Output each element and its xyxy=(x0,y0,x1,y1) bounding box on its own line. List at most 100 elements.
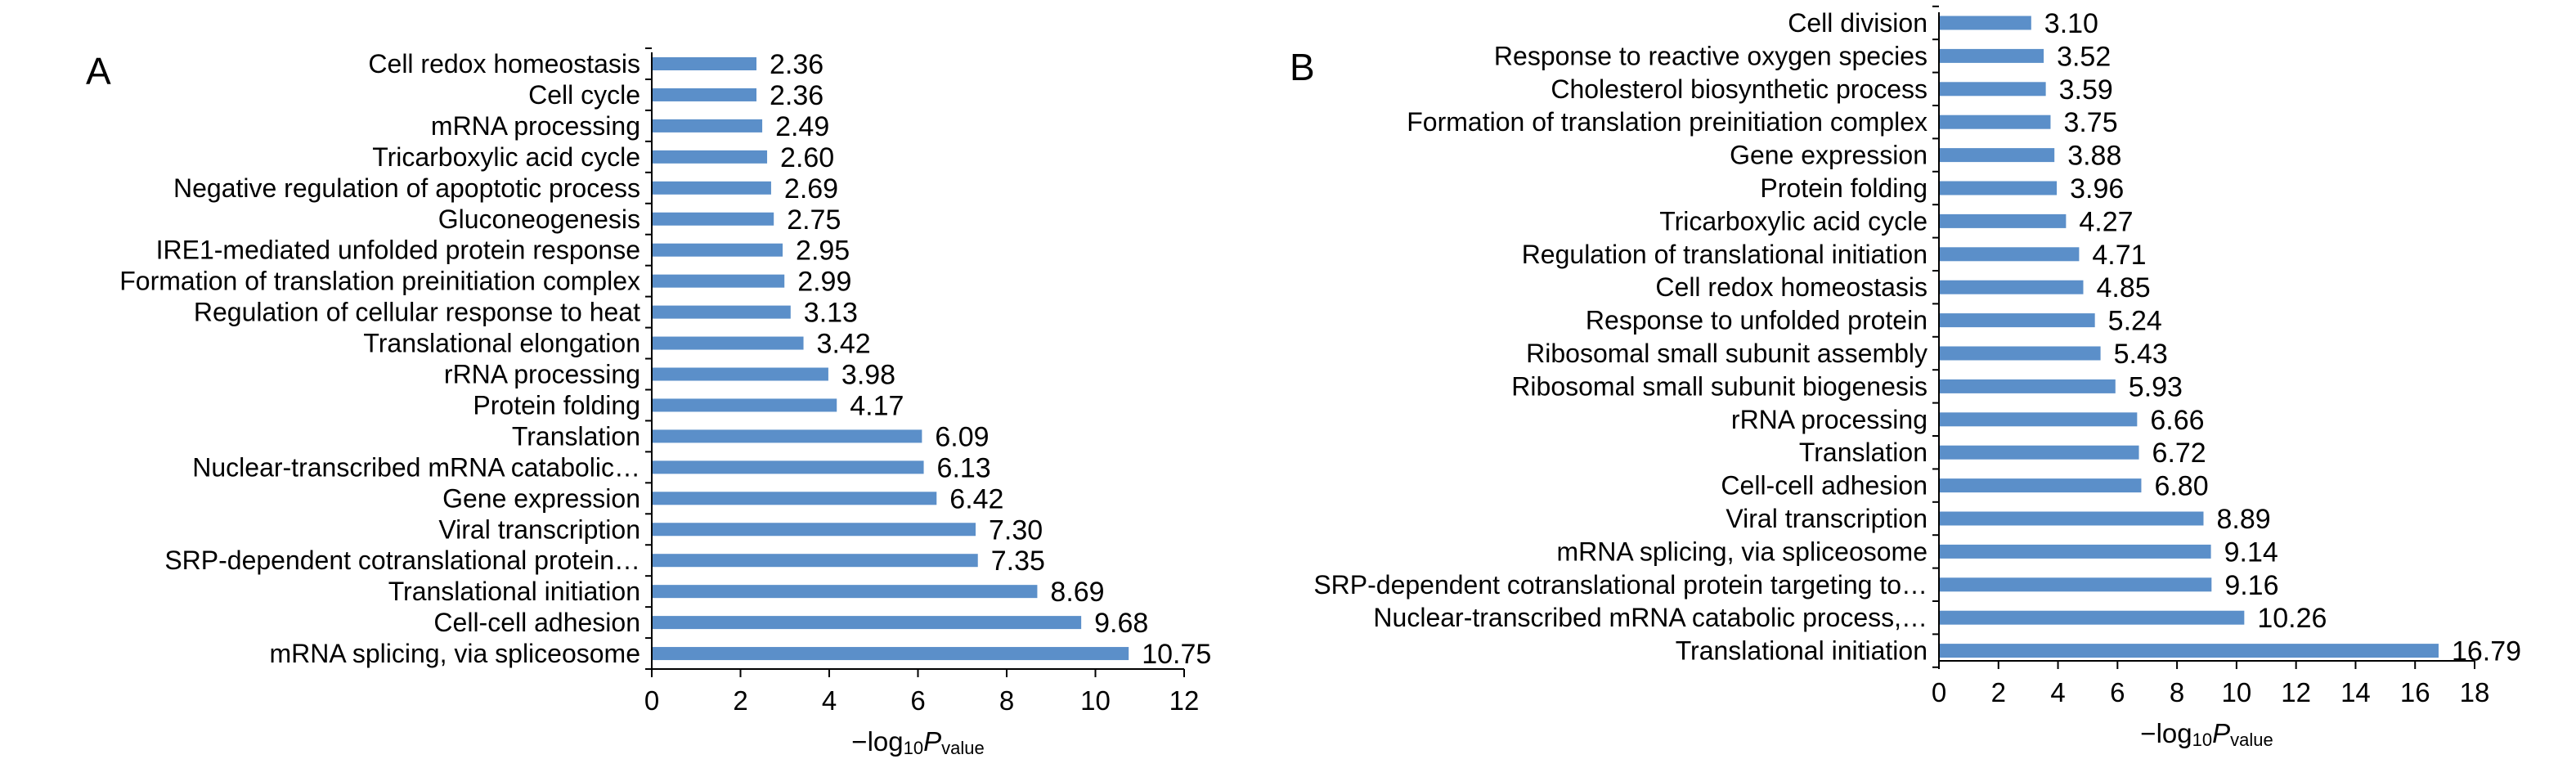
value-label: 2.75 xyxy=(787,204,841,236)
value-label: 3.88 xyxy=(2067,141,2121,172)
category-label: Regulation of translational initiation xyxy=(1522,240,1928,269)
x-tick-label: 14 xyxy=(2340,677,2371,707)
bar-b-6 xyxy=(1939,213,2067,228)
bar-b-18 xyxy=(1939,610,2245,625)
x-tick-label: 8 xyxy=(999,685,1014,716)
x-axis-title-part: 10 xyxy=(2192,730,2212,750)
chart-panel-b: B Cell division 3.10 Response to reactive … xyxy=(1290,5,2521,750)
bar-a-13 xyxy=(652,460,924,474)
bar-b-0 xyxy=(1939,16,2031,30)
bar-b-4 xyxy=(1939,148,2055,163)
value-label: 8.89 xyxy=(2216,504,2270,535)
x-tick-label: 6 xyxy=(910,685,925,716)
bar-b-16 xyxy=(1939,544,2211,559)
bar-b-12 xyxy=(1939,412,2138,427)
category-label: Regulation of cellular response to heat xyxy=(194,298,640,327)
category-label: Translational elongation xyxy=(363,329,640,358)
category-label: Protein folding xyxy=(473,390,640,420)
x-tick-label: 2 xyxy=(1991,677,2006,707)
category-label: Cell redox homeostasis xyxy=(1655,272,1928,302)
category-label: rRNA processing xyxy=(444,360,640,389)
category-label: Cell cycle xyxy=(528,80,640,110)
value-label: 10.26 xyxy=(2257,603,2327,634)
bar-b-19 xyxy=(1939,644,2439,658)
category-label: Formation of translation preinitiation c… xyxy=(1407,107,1928,137)
bar-a-11 xyxy=(652,398,837,412)
bar-a-4 xyxy=(652,181,771,195)
x-tick-label: 10 xyxy=(1080,685,1111,716)
bar-a-17 xyxy=(652,585,1038,599)
bar-b-15 xyxy=(1939,511,2204,526)
value-label: 3.10 xyxy=(2044,8,2098,39)
bar-b-7 xyxy=(1939,247,2080,262)
category-label: Nuclear-transcribed mRNA catabolic proce… xyxy=(1373,603,1928,632)
value-label: 2.95 xyxy=(796,236,850,267)
bar-a-18 xyxy=(652,616,1082,630)
value-label: 3.59 xyxy=(2059,74,2113,106)
category-label: Translation xyxy=(512,421,640,451)
x-tick-label: 18 xyxy=(2460,677,2490,707)
category-label: Cell division xyxy=(1788,8,1928,38)
category-label: Viral transcription xyxy=(438,514,640,544)
category-label: Cell-cell adhesion xyxy=(1721,471,1928,501)
x-axis-title: −log10Pvalue xyxy=(2140,718,2273,750)
category-label: Translational initiation xyxy=(388,577,640,606)
value-label: 16.79 xyxy=(2452,636,2521,667)
bar-a-7 xyxy=(652,274,785,288)
x-axis-title-part: P xyxy=(923,726,941,757)
value-label: 2.60 xyxy=(780,142,834,173)
category-label: Cell-cell adhesion xyxy=(433,608,640,637)
bar-a-15 xyxy=(652,523,976,537)
x-tick-label: 12 xyxy=(2281,677,2311,707)
value-label: 4.17 xyxy=(850,390,904,421)
bar-b-11 xyxy=(1939,379,2116,393)
category-label: Ribosomal small subunit biogenesis xyxy=(1511,371,1928,401)
value-label: 4.85 xyxy=(2096,272,2150,303)
x-tick-label: 0 xyxy=(1932,677,1946,707)
bar-a-19 xyxy=(652,647,1129,661)
bar-b-2 xyxy=(1939,82,2046,97)
category-label: Translation xyxy=(1799,438,1928,467)
category-label: Cell redox homeostasis xyxy=(368,49,640,79)
value-label: 2.49 xyxy=(775,111,829,142)
bar-b-13 xyxy=(1939,445,2139,460)
x-tick-label: 0 xyxy=(644,685,659,716)
category-label: Negative regulation of apoptotic process xyxy=(173,173,640,203)
x-axis-title-part: 10 xyxy=(904,738,923,758)
category-label: mRNA processing xyxy=(431,111,640,141)
bar-a-9 xyxy=(652,336,804,350)
category-label: IRE1-mediated unfolded protein response xyxy=(156,236,640,265)
x-tick-label: 12 xyxy=(1169,685,1200,716)
bar-a-2 xyxy=(652,119,763,132)
value-label: 6.13 xyxy=(937,452,991,483)
value-label: 4.27 xyxy=(2079,206,2133,237)
bar-a-1 xyxy=(652,88,757,101)
bar-a-16 xyxy=(652,554,978,568)
x-axis-title-part: P xyxy=(2212,718,2230,748)
value-label: 3.75 xyxy=(2063,107,2117,138)
panel-label-b: B xyxy=(1290,46,1315,88)
value-label: 9.68 xyxy=(1094,608,1148,639)
category-label: Gene expression xyxy=(1730,141,1928,170)
bar-b-10 xyxy=(1939,346,2101,361)
bar-a-10 xyxy=(652,367,828,381)
category-label: Protein folding xyxy=(1760,173,1928,203)
bar-a-0 xyxy=(652,57,757,70)
value-label: 3.98 xyxy=(841,360,895,391)
x-tick-label: 4 xyxy=(822,685,837,716)
x-tick-label: 8 xyxy=(2170,677,2184,707)
category-label: SRP-dependent cotranslational protein ta… xyxy=(1313,570,1928,600)
value-label: 6.09 xyxy=(935,421,989,452)
value-label: 4.71 xyxy=(2092,240,2146,271)
category-label: Response to unfolded protein xyxy=(1586,306,1928,335)
bar-a-12 xyxy=(652,429,922,443)
value-label: 10.75 xyxy=(1142,639,1211,670)
chart-panel-a: A Cell redox homeostasis 2.36 Cell cycle 2.… xyxy=(86,47,1211,758)
value-label: 7.30 xyxy=(989,514,1043,546)
category-label: mRNA splicing, via spliceosome xyxy=(270,639,641,668)
x-axis-title: −log10Pvalue xyxy=(851,726,984,758)
value-label: 6.42 xyxy=(949,483,1003,514)
x-axis-title-part: value xyxy=(941,738,985,758)
value-label: 6.72 xyxy=(2152,438,2206,469)
